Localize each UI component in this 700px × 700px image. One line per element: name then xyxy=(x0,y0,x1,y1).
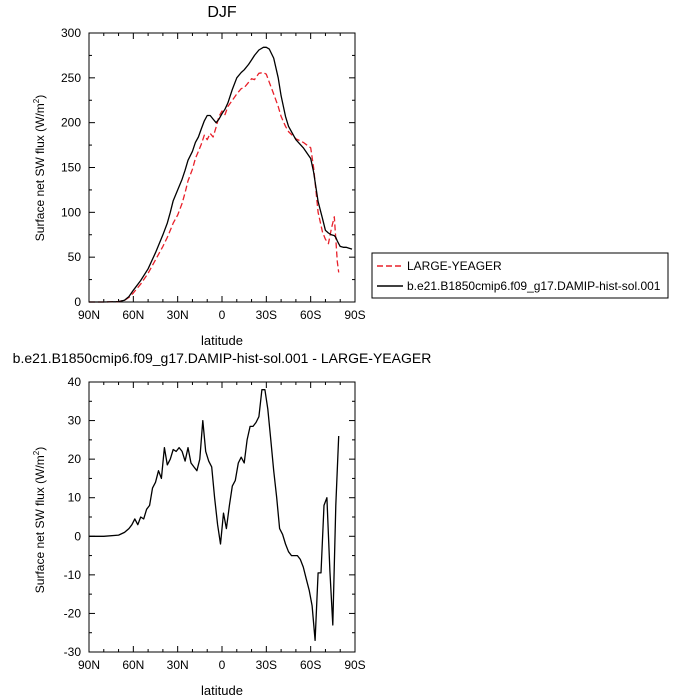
bottom-y-tick-label: 0 xyxy=(74,529,81,543)
bottom-x-tick-label: 30S xyxy=(256,658,277,672)
top-y-tick-label: 300 xyxy=(61,26,81,40)
bottom-chart-ylabel-main: Surface net SW flux (W/m xyxy=(33,455,47,593)
top-x-tick-label: 0 xyxy=(219,308,226,322)
bottom-chart-ylabel-end: ) xyxy=(33,447,47,451)
top-x-tick-label: 90N xyxy=(78,308,100,322)
top-chart-ylabel-end: ) xyxy=(33,95,47,99)
bottom-y-tick-label: 20 xyxy=(68,452,82,466)
legend-label-large-yeager: LARGE-YEAGER xyxy=(407,259,502,273)
top-chart-ylabel: Surface net SW flux (W/m2) xyxy=(32,95,47,241)
bottom-y-tick-label: -30 xyxy=(64,645,82,659)
top-y-tick-label: 250 xyxy=(61,71,81,85)
bottom-chart-plot: 90N 60N 30N 0 30S 60S 90S -30 -20 -10 0 10 20 30 40 xyxy=(64,375,366,672)
legend: LARGE-YEAGER b.e21.B1850cmip6.f09_g17.DA… xyxy=(371,252,669,299)
bottom-y-tick-label: 40 xyxy=(68,375,82,389)
top-y-tick-label: 200 xyxy=(61,116,81,130)
top-x-tick-label: 60S xyxy=(300,308,321,322)
top-series-line-1 xyxy=(89,46,353,303)
top-chart-title: DJF xyxy=(207,4,237,21)
bottom-x-tick-label: 60N xyxy=(122,658,144,672)
top-y-tick-label: 150 xyxy=(61,161,81,175)
bottom-x-tick-label: 0 xyxy=(219,658,226,672)
top-y-tick-label: 0 xyxy=(74,295,81,309)
bottom-series-line-0 xyxy=(89,389,340,642)
top-y-tick-label: 50 xyxy=(68,250,82,264)
bottom-y-tick-label: 10 xyxy=(68,491,82,505)
top-chart-xlabel: latitude xyxy=(201,333,243,348)
top-y-tick-label: 100 xyxy=(61,205,81,219)
legend-box xyxy=(371,252,669,299)
legend-label-damip: b.e21.B1850cmip6.f09_g17.DAMIP-hist-sol.… xyxy=(407,279,661,293)
bottom-chart-ylabel-sup: 2 xyxy=(32,450,41,455)
bottom-plot-frame xyxy=(88,381,356,653)
bottom-chart-ylabel: Surface net SW flux (W/m2) xyxy=(32,447,47,593)
top-plot-frame xyxy=(88,32,356,303)
bottom-x-tick-label: 60S xyxy=(300,658,321,672)
top-chart-ylabel-sup: 2 xyxy=(32,98,41,103)
bottom-x-tick-label: 90S xyxy=(344,658,365,672)
bottom-y-tick-label: 30 xyxy=(68,414,82,428)
top-x-tick-label: 60N xyxy=(122,308,144,322)
top-chart-ylabel-main: Surface net SW flux (W/m xyxy=(33,103,47,241)
top-chart-plot: 90N 60N 30N 0 30S 60S 90S 0 50 100 150 200 250 300 xyxy=(61,26,366,322)
bottom-y-tick-label: -10 xyxy=(64,568,82,582)
top-x-tick-label: 30N xyxy=(167,308,189,322)
bottom-chart-title: b.e21.B1850cmip6.f09_g17.DAMIP-hist-sol.… xyxy=(13,350,432,366)
top-x-tick-label: 90S xyxy=(344,308,365,322)
bottom-y-tick-label: -20 xyxy=(64,606,82,620)
bottom-chart-xlabel: latitude xyxy=(201,683,243,698)
bottom-x-tick-label: 90N xyxy=(78,658,100,672)
bottom-x-tick-label: 30N xyxy=(167,658,189,672)
top-x-tick-label: 30S xyxy=(256,308,277,322)
top-series-line-0 xyxy=(89,71,340,303)
